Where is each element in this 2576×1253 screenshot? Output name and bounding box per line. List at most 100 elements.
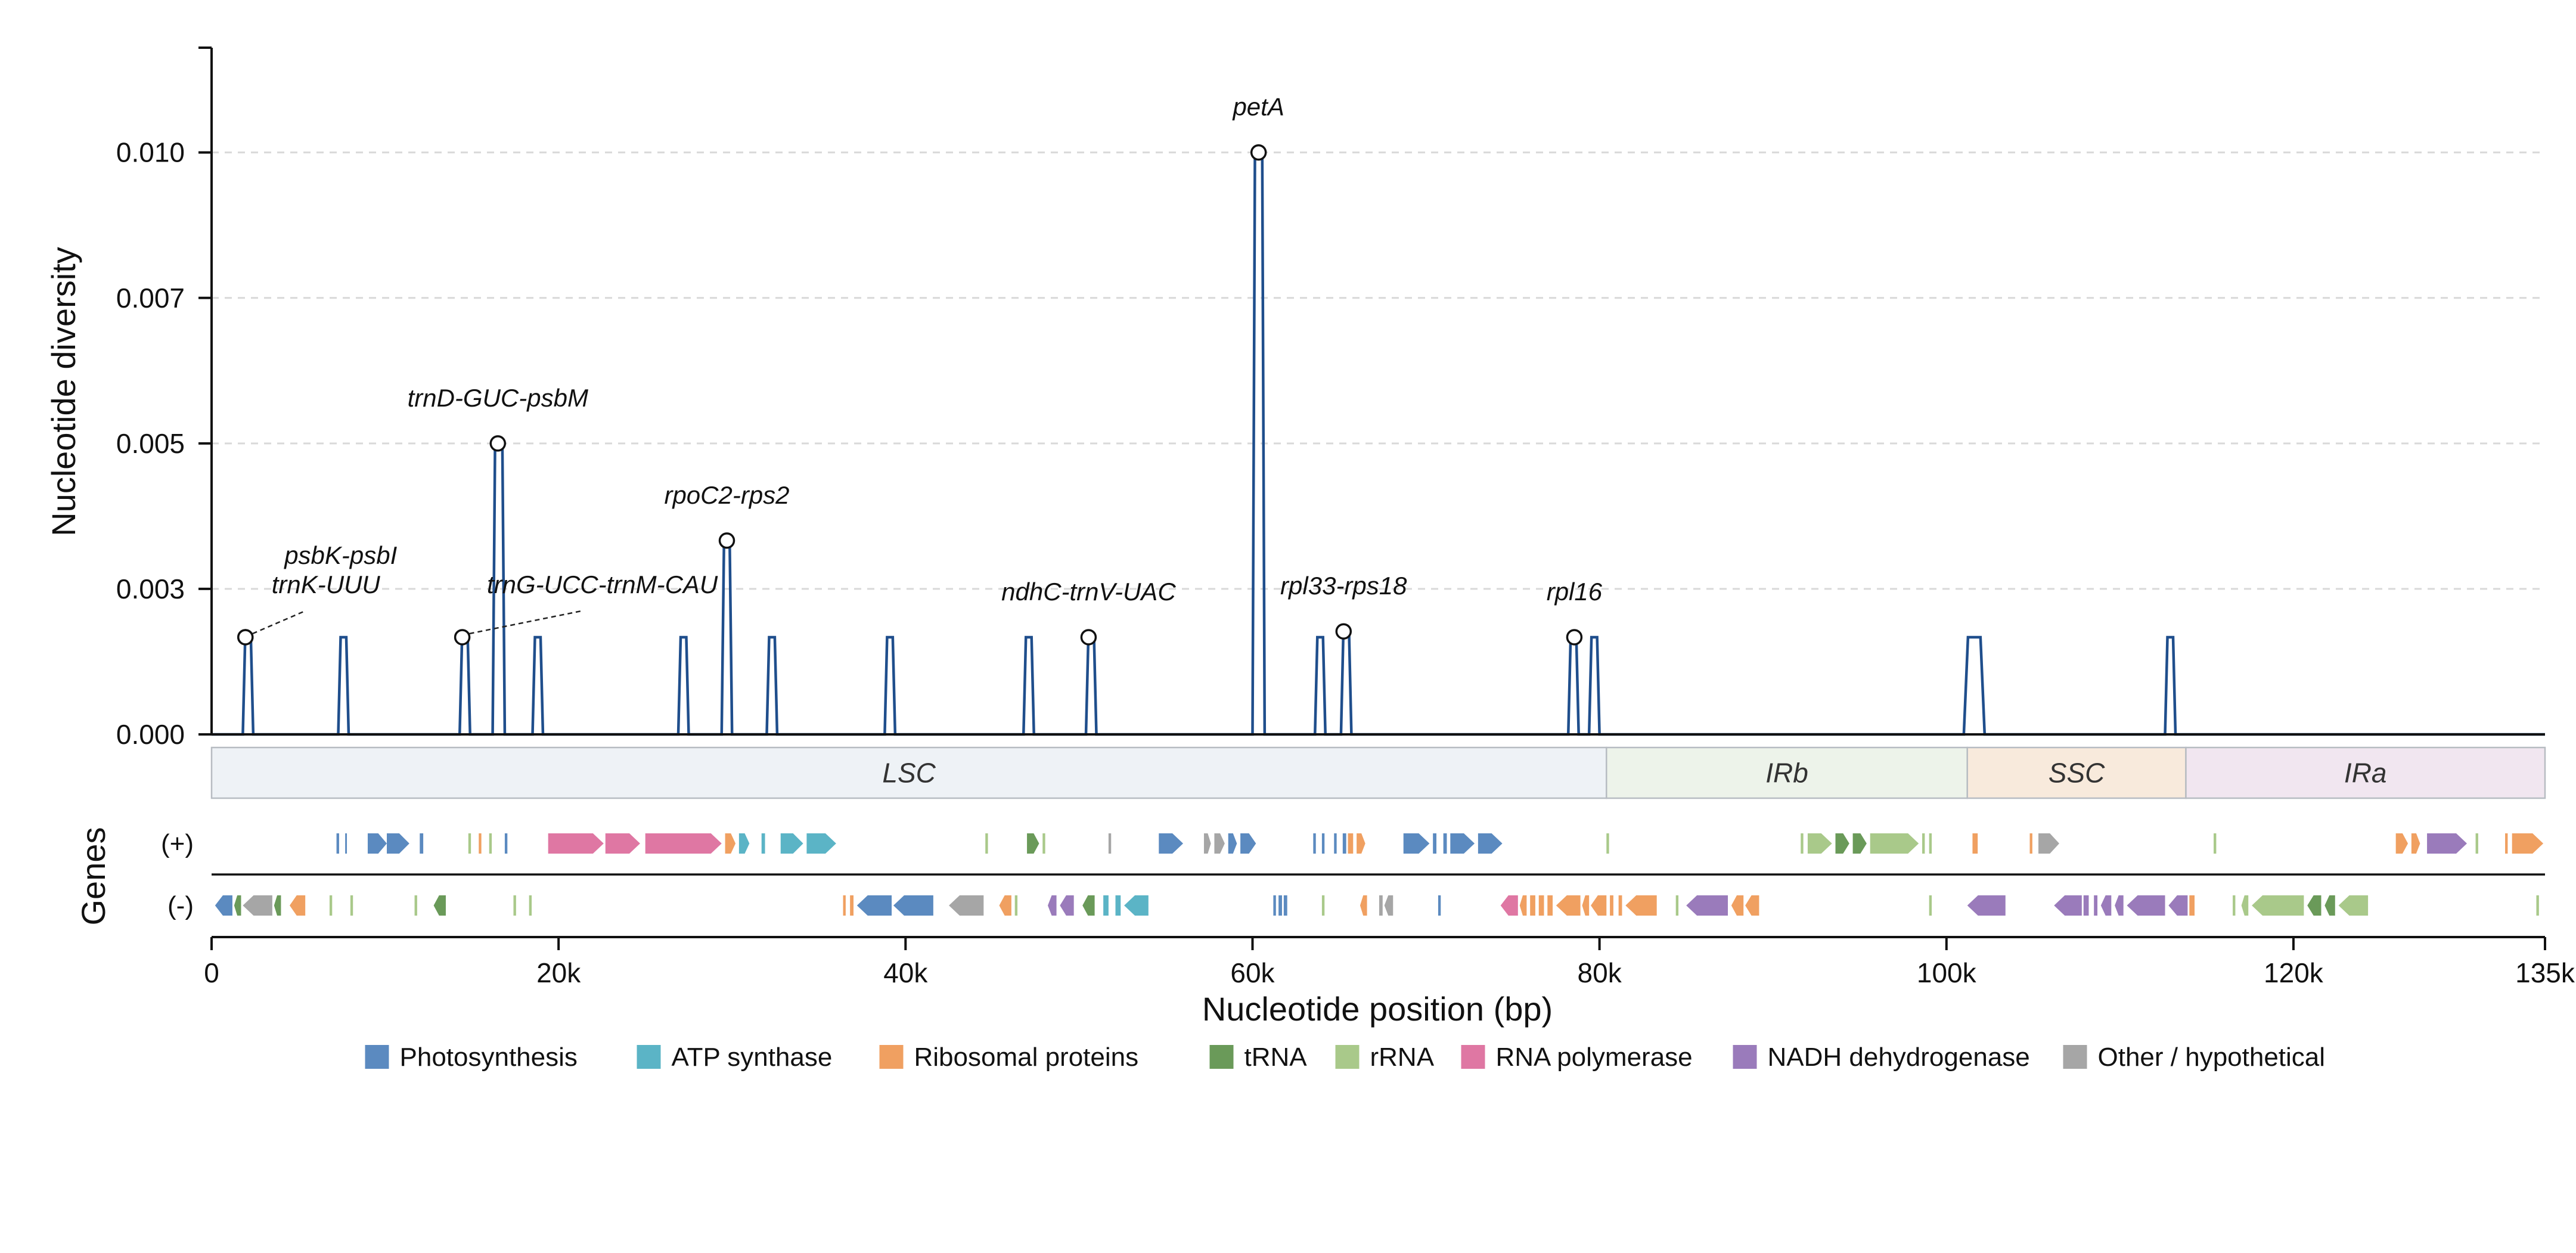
gene-feature bbox=[489, 833, 492, 854]
peak-label: petA bbox=[1231, 93, 1284, 121]
gene-feature bbox=[1273, 895, 1276, 916]
gene-feature bbox=[1283, 895, 1287, 916]
x-tick-label: 100k bbox=[1917, 957, 1977, 988]
y-tick-label: 0.003 bbox=[116, 573, 185, 604]
minus-strand-label: (-) bbox=[167, 891, 194, 920]
gene-feature bbox=[2536, 895, 2539, 916]
gene-feature bbox=[529, 895, 532, 916]
gene-feature bbox=[645, 833, 722, 854]
region-label: IRa bbox=[2344, 758, 2387, 789]
legend-swatch bbox=[1461, 1045, 1485, 1069]
peak-label: trnD-GUC-psbM bbox=[408, 384, 588, 412]
y-tick-label: 0.000 bbox=[116, 719, 185, 750]
gene-feature bbox=[2241, 895, 2249, 916]
peak-label: trnK-UUU bbox=[272, 570, 381, 598]
legend-label: Ribosomal proteins bbox=[914, 1043, 1139, 1072]
gene-feature bbox=[513, 895, 516, 916]
gene-feature bbox=[234, 895, 241, 916]
gene-feature bbox=[999, 895, 1011, 916]
legend-swatch bbox=[2063, 1045, 2087, 1069]
gene-feature bbox=[1745, 895, 1759, 916]
gene-feature bbox=[1047, 895, 1057, 916]
gene-feature bbox=[1807, 833, 1832, 854]
peak-label: trnG-UCC-trnM-CAU bbox=[487, 570, 718, 598]
gene-track: (+) (-) Genes bbox=[75, 827, 2545, 926]
genome-regions: LSC IRb SSC IRa bbox=[210, 746, 2546, 799]
gene-feature bbox=[1618, 895, 1622, 916]
gene-feature bbox=[1159, 833, 1184, 854]
gene-feature bbox=[1214, 833, 1225, 854]
gene-feature bbox=[548, 833, 604, 854]
peak-label: ndhC-trnV-UAC bbox=[1001, 578, 1176, 606]
gene-feature bbox=[1060, 895, 1074, 916]
gene-feature bbox=[850, 895, 854, 916]
legend-swatch bbox=[1733, 1045, 1757, 1069]
gene-feature bbox=[1835, 833, 1849, 854]
gene-feature bbox=[1103, 895, 1109, 916]
legend-label: Photosynthesis bbox=[400, 1043, 578, 1072]
region-block bbox=[2185, 746, 2546, 799]
gene-feature bbox=[420, 833, 424, 854]
gene-feature bbox=[1478, 833, 1503, 854]
gene-feature bbox=[1556, 895, 1581, 916]
gene-feature bbox=[2168, 895, 2188, 916]
x-tick-label: 135k bbox=[2515, 957, 2575, 988]
gene-feature bbox=[433, 895, 446, 916]
peak-marker bbox=[454, 629, 471, 646]
gene-feature bbox=[2427, 833, 2468, 854]
gene-feature bbox=[1675, 895, 1679, 916]
gene-feature bbox=[1625, 895, 1657, 916]
gene-feature bbox=[605, 833, 640, 854]
region-label: IRb bbox=[1765, 758, 1808, 789]
gene-feature bbox=[1591, 895, 1607, 916]
gene-feature bbox=[386, 833, 409, 854]
legend-swatch bbox=[365, 1045, 389, 1069]
gene-feature bbox=[2252, 895, 2304, 916]
gene-feature bbox=[2233, 895, 2236, 916]
legend-swatch bbox=[1209, 1045, 1234, 1069]
gene-feature bbox=[414, 895, 417, 916]
gene-feature bbox=[1042, 833, 1045, 854]
y-axis-title: Nucleotide diversity bbox=[45, 247, 82, 536]
gene-feature bbox=[1530, 895, 1535, 916]
gene-feature bbox=[1342, 833, 1346, 854]
gene-feature bbox=[1801, 833, 1804, 854]
gene-feature bbox=[1115, 895, 1121, 916]
gene-feature bbox=[1403, 833, 1430, 854]
x-tick-label: 80k bbox=[1578, 957, 1622, 988]
gene-feature bbox=[985, 833, 988, 854]
leader-line bbox=[469, 610, 582, 635]
gene-feature bbox=[1014, 895, 1018, 916]
region-label: LSC bbox=[882, 758, 936, 789]
gene-feature bbox=[1450, 833, 1475, 854]
region-block bbox=[1966, 746, 2187, 799]
gene-feature bbox=[1582, 895, 1590, 916]
gene-feature bbox=[1203, 833, 1211, 854]
gene-feature bbox=[1922, 833, 1925, 854]
gene-feature bbox=[2083, 895, 2089, 916]
gene-feature bbox=[243, 895, 272, 916]
gene-feature bbox=[2505, 833, 2508, 854]
gene-feature bbox=[761, 833, 765, 854]
gene-feature bbox=[1538, 895, 1544, 916]
peak-marker bbox=[718, 532, 735, 549]
gene-feature bbox=[1686, 895, 1728, 916]
legend-label: rRNA bbox=[1370, 1043, 1435, 1072]
gene-feature bbox=[1519, 895, 1527, 916]
axes: 0.000 0.003 0.005 0.007 0.010 0 20k 40k 60k 80k 10… bbox=[116, 46, 2575, 988]
gene-feature bbox=[1870, 833, 1919, 854]
y-tick-label: 0.010 bbox=[116, 137, 185, 168]
leader-line bbox=[252, 610, 306, 635]
gene-feature bbox=[2094, 895, 2098, 916]
gene-feature bbox=[2324, 895, 2335, 916]
x-tick-label: 0 bbox=[204, 957, 219, 988]
gene-feature bbox=[479, 833, 482, 854]
gene-feature bbox=[1348, 833, 1354, 854]
gene-feature bbox=[345, 833, 347, 854]
gene-feature bbox=[1384, 895, 1393, 916]
gene-feature bbox=[949, 895, 984, 916]
x-tick-label: 20k bbox=[536, 957, 581, 988]
gene-feature bbox=[2411, 833, 2420, 854]
gene-feature bbox=[1357, 833, 1365, 854]
